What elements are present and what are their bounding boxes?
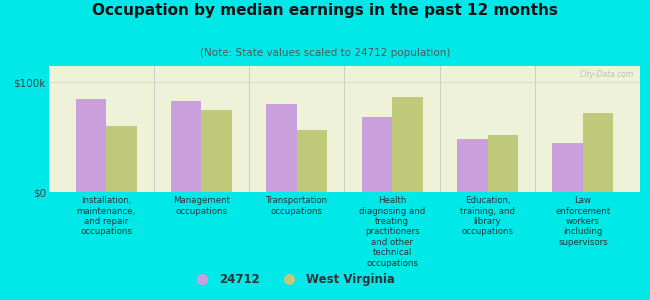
Bar [488, 135, 518, 192]
Bar [202, 110, 232, 192]
Legend: 24712, West Virginia: 24712, West Virginia [186, 269, 399, 291]
Bar [106, 126, 136, 192]
Bar [266, 104, 297, 192]
Bar [583, 113, 614, 192]
Text: (Note: State values scaled to 24712 population): (Note: State values scaled to 24712 popu… [200, 48, 450, 58]
Text: City-Data.com: City-Data.com [580, 70, 634, 79]
Bar [392, 97, 422, 192]
Bar [75, 99, 106, 192]
Bar [552, 143, 583, 192]
Bar [457, 140, 488, 192]
Bar [361, 118, 392, 192]
Bar [297, 130, 328, 192]
Text: Occupation by median earnings in the past 12 months: Occupation by median earnings in the pas… [92, 3, 558, 18]
Bar [171, 101, 202, 192]
